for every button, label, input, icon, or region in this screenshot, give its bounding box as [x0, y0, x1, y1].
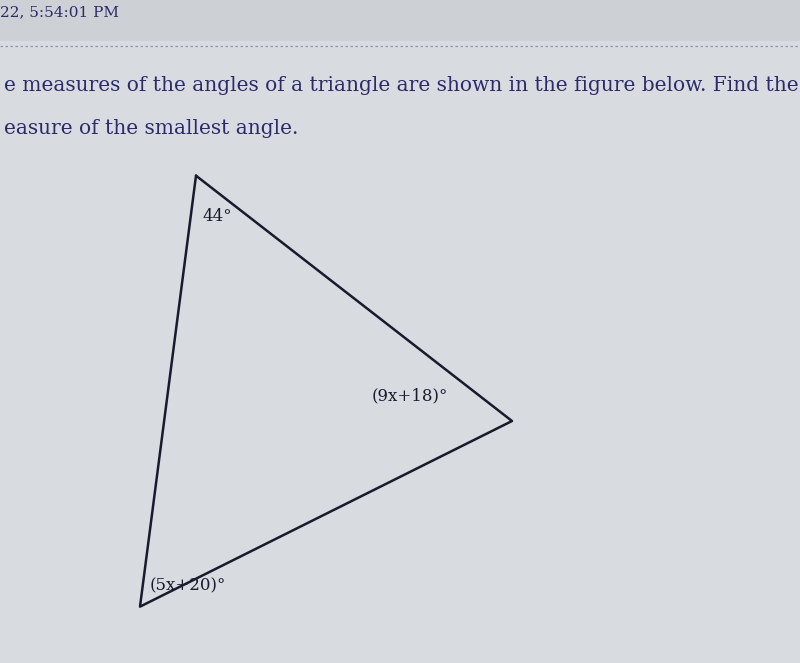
- Text: easure of the smallest angle.: easure of the smallest angle.: [4, 119, 298, 139]
- Text: 44°: 44°: [202, 208, 232, 225]
- Text: (5x+20)°: (5x+20)°: [150, 577, 226, 595]
- Text: (9x+18)°: (9x+18)°: [372, 387, 448, 404]
- Text: 22, 5:54:01 PM: 22, 5:54:01 PM: [0, 5, 119, 19]
- Bar: [0, 0, 800, 41]
- Text: e measures of the angles of a triangle are shown in the figure below. Find the: e measures of the angles of a triangle a…: [4, 76, 798, 95]
